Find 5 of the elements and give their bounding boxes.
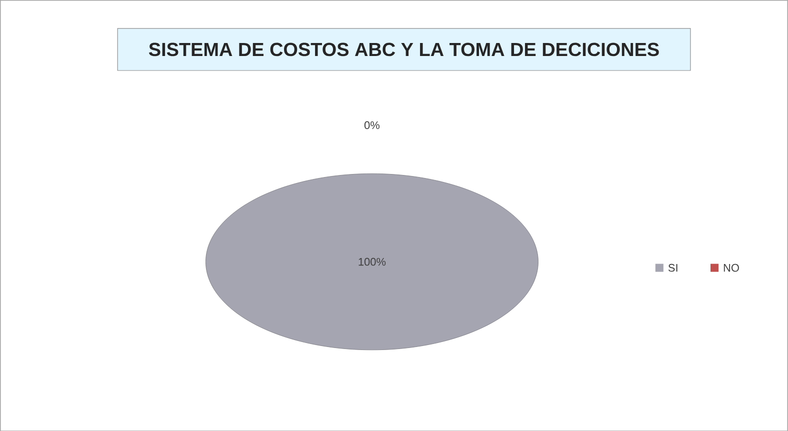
text: 0% [364, 121, 380, 129]
legend-label: NO [724, 264, 739, 272]
data-label: 100% [358, 258, 386, 266]
chart-title: SISTEMA DE COSTOS ABC Y LA TOMA DE DECICIONES [148, 42, 659, 56]
legend-label: SI [668, 264, 678, 272]
